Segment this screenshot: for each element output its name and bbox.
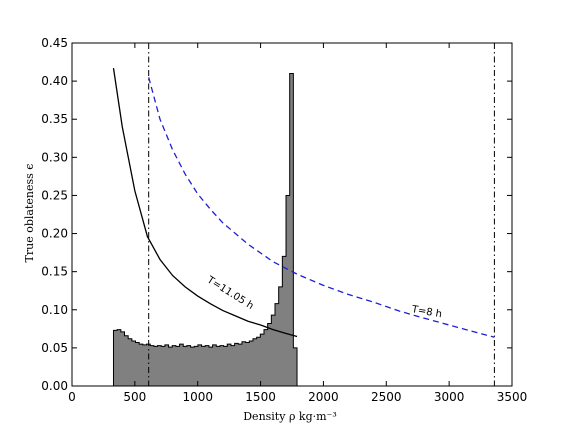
y-tick-label: 0.25 [41, 188, 68, 202]
plot-frame [71, 42, 513, 387]
x-tick-label: 2500 [371, 390, 402, 404]
curve-label-2: T=8 h [410, 304, 443, 320]
y-tick-label: 0.20 [41, 227, 68, 241]
plot-area: T=11.05 h T=8 h [112, 43, 495, 387]
x-tick-label: 3000 [434, 390, 465, 404]
x-tick-label: 1500 [245, 390, 276, 404]
y-tick-label: 0.45 [41, 36, 68, 50]
histogram [112, 72, 298, 387]
curve-label-1: T=11.05 h [204, 274, 255, 312]
axes: 0 500 1000 1500 2000 2500 3000 3500 0.00 0.05 0.10… [41, 36, 527, 404]
y-tick-label: 0.05 [41, 341, 68, 355]
y-tick-label: 0.40 [41, 74, 68, 88]
y-tick-label: 0.00 [41, 379, 68, 393]
series-line-1 [112, 68, 298, 338]
y-tick-label: 0.35 [41, 112, 68, 126]
y-tick-label: 0.15 [41, 265, 68, 279]
y-tick-label: 0.30 [41, 150, 68, 164]
x-tick-label: 0 [68, 390, 76, 404]
y-axis-label: True oblateness ϵ [23, 164, 36, 263]
series-line-2 [148, 77, 495, 338]
x-tick-label: 3500 [497, 390, 528, 404]
y-tick-label: 0.10 [41, 303, 68, 317]
x-tick-label: 1000 [182, 390, 213, 404]
x-tick-label: 2000 [308, 390, 339, 404]
x-tick-label: 500 [123, 390, 146, 404]
x-axis-label: Density ρ kg·m⁻³ [243, 410, 337, 423]
